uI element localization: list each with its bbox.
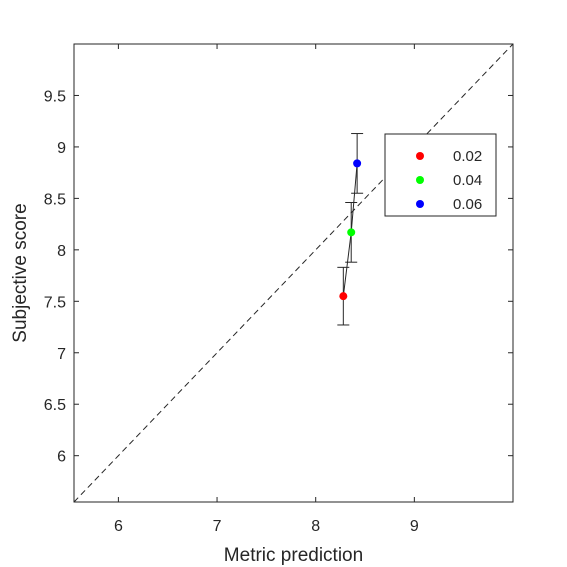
legend-item: 0.02 xyxy=(416,148,482,165)
y-tick-label: 8 xyxy=(57,243,66,260)
legend-label: 0.02 xyxy=(453,148,482,165)
legend-marker xyxy=(416,200,424,208)
y-tick-label: 8.5 xyxy=(44,191,66,208)
y-tick-label: 6 xyxy=(57,449,66,466)
legend-marker xyxy=(416,176,424,184)
y-tick-label: 6.5 xyxy=(44,397,66,414)
legend-item: 0.06 xyxy=(416,196,482,213)
x-tick-label: 6 xyxy=(114,518,123,535)
data-points xyxy=(339,159,362,301)
legend-label: 0.06 xyxy=(453,196,482,213)
legend-marker xyxy=(416,152,424,160)
y-tick-label: 9 xyxy=(57,140,66,157)
y-tick-label: 7.5 xyxy=(44,294,66,311)
x-axis-label: Metric prediction xyxy=(224,545,363,566)
x-tick-label: 8 xyxy=(311,518,320,535)
data-point xyxy=(347,228,356,237)
x-tick-label: 9 xyxy=(410,518,419,535)
y-tick-label: 9.5 xyxy=(44,88,66,105)
x-tick-label: 7 xyxy=(213,518,222,535)
y-axis-label: Subjective score xyxy=(10,203,31,342)
legend-label: 0.04 xyxy=(453,172,482,189)
legend-box xyxy=(384,133,497,217)
y-tick-label: 7 xyxy=(57,346,66,363)
legend-item: 0.04 xyxy=(416,172,482,189)
legend: 0.02 0.04 0.06 xyxy=(384,133,497,217)
y-axis: 6 6.5 7 7.5 8 8.5 9 9.5 xyxy=(44,88,513,466)
reference-diagonal-line xyxy=(73,43,514,503)
data-point xyxy=(353,159,362,168)
x-axis: 6 7 8 9 xyxy=(114,44,419,535)
plot-area: 6 7 8 9 6 6.5 7 7.5 8 8.5 9 9.5 xyxy=(44,43,514,535)
data-point xyxy=(339,292,348,301)
